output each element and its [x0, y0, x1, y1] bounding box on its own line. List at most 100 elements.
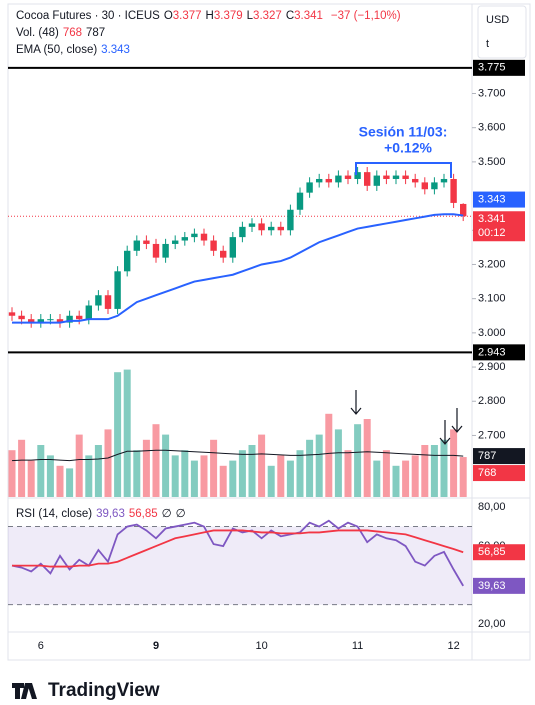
volume-bar	[421, 445, 429, 497]
volume-bar	[37, 445, 45, 497]
volume-bar	[162, 434, 170, 497]
candle-body	[56, 319, 64, 323]
candle-body	[364, 172, 371, 186]
candle-body	[268, 226, 275, 231]
annotation: +0.12%	[384, 140, 432, 156]
candle-body	[124, 250, 131, 272]
candle-body	[181, 237, 188, 241]
volume-bar	[402, 460, 410, 497]
volume-bar	[430, 445, 438, 497]
rsi-na: ∅	[175, 508, 186, 520]
volume-bar	[190, 460, 198, 497]
ema-label-box	[473, 191, 525, 208]
rsi-label-box	[473, 544, 525, 561]
volume-bar	[142, 439, 150, 497]
countdown: 00:12	[478, 227, 506, 239]
candle-body	[8, 312, 16, 316]
ema-line	[12, 213, 464, 324]
ohlc-value: 3.327	[253, 10, 282, 22]
candle-body	[373, 175, 380, 186]
y-tick-label: 20,00	[478, 618, 506, 630]
candle-body	[354, 172, 361, 179]
volume-bar	[46, 455, 54, 497]
volume-bar	[392, 465, 400, 497]
volume-bar	[450, 429, 458, 497]
candle-body	[37, 319, 44, 323]
volume-bar	[238, 450, 246, 497]
volume-bar	[114, 372, 122, 497]
candle-body	[239, 226, 246, 238]
candle-body	[306, 182, 313, 193]
candle-body	[335, 175, 342, 183]
rsi-value: 39,63	[96, 508, 125, 520]
volume-bar	[56, 465, 64, 497]
candle-body	[66, 315, 73, 323]
candle-body	[191, 233, 198, 238]
volume-bar	[344, 450, 352, 497]
session-bracket	[355, 162, 452, 178]
level-label: 2.943	[478, 346, 506, 358]
y-tick-label: 3.100	[478, 293, 506, 305]
candle-body	[258, 223, 265, 231]
candle-body	[412, 178, 419, 183]
volume-bar	[85, 455, 93, 497]
ohlc-key: L	[246, 10, 254, 22]
candle-body	[277, 226, 284, 231]
vol-title: Vol. (48)	[16, 27, 59, 39]
volume-bar	[229, 460, 237, 497]
volume-bar	[325, 413, 333, 497]
candle-body	[450, 178, 457, 203]
volume-bar	[181, 450, 189, 497]
x-tick-label: 12	[447, 640, 459, 652]
candle-body	[200, 233, 208, 241]
candle-body	[402, 175, 409, 179]
vol-value: 768	[62, 27, 83, 39]
level-label-box	[473, 59, 525, 76]
ema-label: 3.343	[478, 193, 506, 205]
volume-bar	[94, 445, 102, 497]
level-label: 3.775	[478, 62, 506, 74]
volume-bar	[104, 429, 112, 497]
candle-body	[316, 178, 323, 183]
candle-body	[392, 175, 400, 179]
volume-bar	[133, 450, 141, 497]
y-tick-label: 80,00	[478, 501, 506, 513]
frame	[7, 3, 531, 661]
rsi-label-box	[473, 577, 525, 594]
volume-bar	[258, 434, 266, 497]
candle-body	[95, 295, 102, 306]
volume-label-box	[473, 465, 525, 482]
volume-ma-line	[11, 449, 464, 462]
x-tick-label: 10	[255, 640, 267, 652]
currency-box[interactable]	[477, 5, 527, 59]
volume-bar	[200, 455, 208, 497]
candle-body	[18, 315, 25, 320]
y-tick-label: 3.200	[478, 258, 506, 270]
candle-body	[114, 271, 121, 309]
volume-legend: Vol. (48) 768 787	[16, 27, 109, 39]
candle-body	[85, 305, 92, 320]
volume-bar	[66, 468, 74, 497]
symbol-legend: Cocoa Futures · 30 · ICEUS O3.377 H3.379 L3…	[16, 10, 405, 22]
candle-body	[431, 182, 438, 190]
volume-bar	[286, 460, 294, 497]
volume-bar	[267, 465, 275, 497]
candle-body	[344, 175, 352, 179]
ema-value: 3.343	[101, 44, 130, 56]
candle-body	[296, 192, 304, 210]
volume-bar	[75, 434, 83, 497]
candle-body	[220, 250, 227, 258]
volume-bar	[306, 439, 314, 497]
x-tick-label: 6	[38, 640, 44, 652]
rsi-legend: RSI (14, close) 39,63 56,85 ∅ ∅	[16, 506, 190, 520]
volume-bar	[315, 434, 323, 497]
rsi-line	[12, 529, 464, 568]
volume-bar	[354, 424, 362, 497]
symbol: Cocoa Futures · 30 · ICEUS	[16, 10, 160, 22]
volume-label: 768	[478, 467, 496, 479]
volume-bar	[18, 439, 26, 497]
ohlc-key: C	[285, 10, 295, 22]
y-tick-label: 3.700	[478, 87, 506, 99]
volume-bar	[440, 439, 448, 497]
